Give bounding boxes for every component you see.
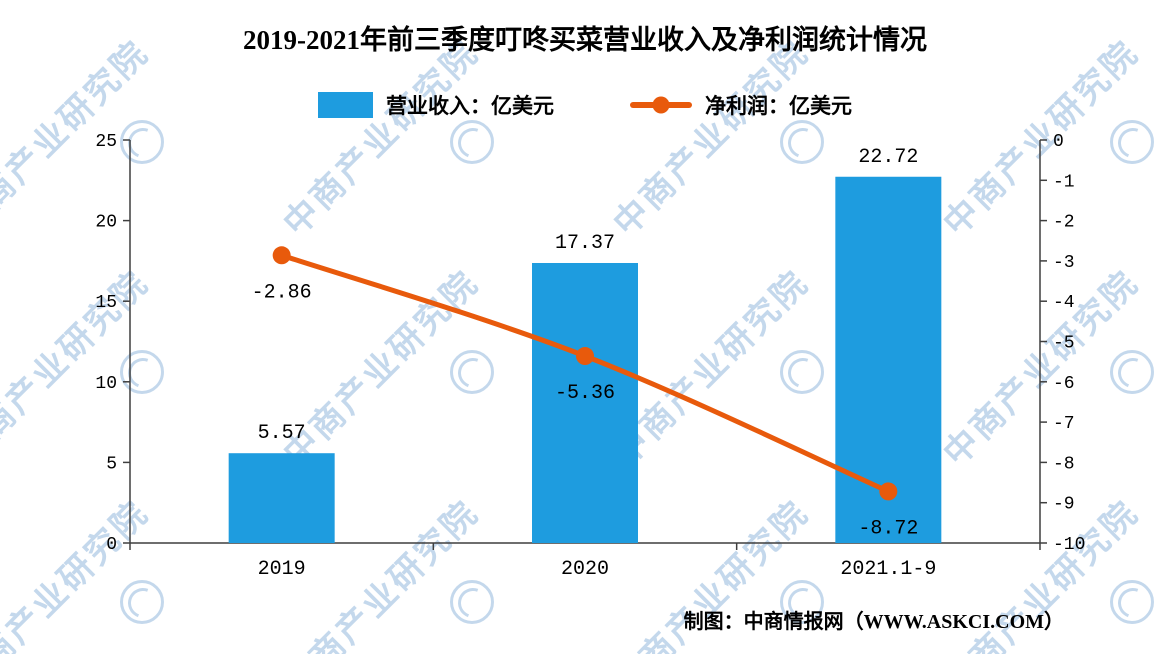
right-axis-tick-label: -8 (1053, 454, 1075, 474)
bar-2021.1-9 (835, 176, 942, 543)
left-axis-tick-label: 15 (95, 293, 117, 313)
left-axis-tick-label: 5 (106, 454, 117, 474)
line-value-label: -2.86 (252, 281, 312, 304)
left-axis-tick-label: 0 (106, 535, 117, 555)
right-axis-tick-label: -2 (1053, 213, 1075, 233)
legend-profit-label: 净利润：亿美元 (705, 94, 852, 118)
line-point-2021.1-9 (879, 482, 898, 501)
line-value-label: -8.72 (858, 517, 918, 540)
right-axis-tick-label: -1 (1053, 172, 1075, 192)
bar-2020 (532, 262, 638, 543)
legend-revenue-label: 营业收入：亿美元 (386, 94, 554, 118)
legend-item-profit: 净利润：亿美元 (630, 90, 852, 120)
right-axis-tick-label: 0 (1053, 132, 1064, 152)
bar-value-label: 17.37 (555, 232, 615, 255)
left-axis-tick-label: 10 (95, 374, 117, 394)
right-axis-tick-label: -10 (1053, 535, 1085, 555)
line-point-2019 (272, 246, 291, 265)
legend-line-dot-icon (652, 96, 670, 114)
category-label: 2020 (561, 558, 609, 581)
left-axis-tick-label: 20 (95, 213, 117, 233)
right-axis-tick-label: -7 (1053, 414, 1075, 434)
line-point-2020 (576, 347, 594, 366)
legend: 营业收入：亿美元 净利润：亿美元 (0, 90, 1170, 120)
category-label: 2019 (258, 558, 306, 581)
legend-item-revenue: 营业收入：亿美元 (318, 90, 554, 120)
right-axis-tick-label: -5 (1053, 334, 1075, 354)
right-axis-tick-label: -6 (1053, 374, 1075, 394)
right-axis-tick-label: -4 (1053, 293, 1075, 313)
left-axis-tick-label: 25 (95, 132, 117, 152)
legend-bar-swatch (318, 92, 373, 118)
category-label: 2021.1-9 (840, 558, 936, 581)
chart-title: 2019-2021年前三季度叮咚买菜营业收入及净利润统计情况 (243, 25, 927, 55)
right-axis-tick-label: -9 (1053, 495, 1075, 515)
bar-value-label: 22.72 (858, 146, 918, 169)
source-credit: 制图：中商情报网（WWW.ASKCI.COM） (683, 611, 1064, 633)
right-axis-tick-label: -3 (1053, 253, 1075, 273)
line-value-label: -5.36 (555, 382, 615, 405)
bar-2019 (228, 453, 335, 543)
bar-value-label: 5.57 (258, 422, 306, 445)
legend-line-icon (630, 96, 692, 114)
